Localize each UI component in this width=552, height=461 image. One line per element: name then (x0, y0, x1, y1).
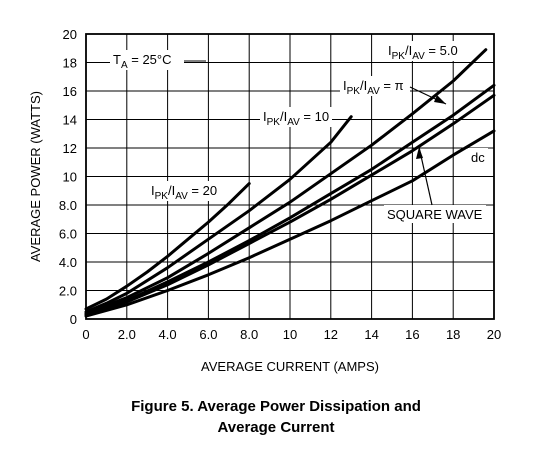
label-bg-square (384, 205, 486, 223)
power-vs-current-chart: 0 2.0 4.0 6.0 8.0 10 12 14 16 18 20 0 2.0 4.0 6.0 8.0 10… (28, 27, 501, 374)
x-tick-label: 6.0 (199, 327, 217, 342)
y-tick-label: 2.0 (59, 284, 77, 299)
series-line-3 (84, 83, 496, 317)
x-tick-label: 16 (405, 327, 419, 342)
curves (84, 48, 496, 318)
label-bg-5 (385, 41, 467, 61)
y-tick-label: 18 (63, 56, 77, 71)
x-tick-label: 0 (82, 327, 89, 342)
x-tick-label: 10 (283, 327, 297, 342)
plot-frame (85, 33, 495, 320)
label-bg-dc (468, 148, 488, 166)
series-label-ratio-5: IPK/IAV = 5.0 (388, 43, 458, 62)
label-bg-pi (340, 76, 410, 96)
y-tick-label: 8.0 (59, 198, 77, 213)
temp-label-bg (110, 50, 184, 70)
x-tick-label: 18 (446, 327, 460, 342)
series-line-1 (84, 115, 353, 314)
x-tick-label: 12 (324, 327, 338, 342)
series-label-ratio-10: IPK/IAV = 10 (263, 109, 329, 128)
square-wave-arrow (416, 146, 433, 206)
x-axis-title: AVERAGE CURRENT (AMPS) (201, 359, 379, 374)
series-line-2 (84, 48, 488, 315)
pi-label-arrow (409, 86, 447, 105)
y-tick-label: 16 (63, 84, 77, 99)
y-tick-label: 10 (63, 170, 77, 185)
y-tick-label: 14 (63, 113, 77, 128)
y-tick-label: 0 (70, 312, 77, 327)
x-tick-label: 20 (487, 327, 501, 342)
y-tick-label: 6.0 (59, 227, 77, 242)
figure-caption-line-2: Average Current (217, 419, 335, 436)
series-label-ratio-20: IPK/IAV = 20 (151, 183, 217, 202)
series-line-0 (84, 182, 251, 311)
grid (85, 33, 495, 320)
label-bg-20 (148, 181, 220, 201)
y-tick-label: 12 (63, 141, 77, 156)
x-tick-label: 14 (364, 327, 378, 342)
series-line-4 (84, 93, 496, 317)
y-tick-label: 20 (63, 27, 77, 42)
y-axis-title: AVERAGE POWER (WATTS) (28, 91, 43, 262)
series-label-square-wave: SQUARE WAVE (387, 207, 483, 222)
series-label-dc: dc (471, 150, 485, 165)
temperature-label: TA = 25°C (113, 52, 172, 71)
x-tick-label: 8.0 (240, 327, 258, 342)
series-line-5 (84, 129, 496, 318)
tick-labels: 0 2.0 4.0 6.0 8.0 10 12 14 16 18 20 0 2.0 4.0 6.0 8.0 10… (59, 27, 501, 342)
label-bg-10 (260, 107, 332, 127)
figure-caption-line-1: Figure 5. Average Power Dissipation and (131, 398, 421, 415)
x-tick-label: 2.0 (118, 327, 136, 342)
y-tick-label: 4.0 (59, 255, 77, 270)
x-tick-label: 4.0 (159, 327, 177, 342)
series-label-ratio-pi: IPK/IAV = π (343, 78, 404, 97)
